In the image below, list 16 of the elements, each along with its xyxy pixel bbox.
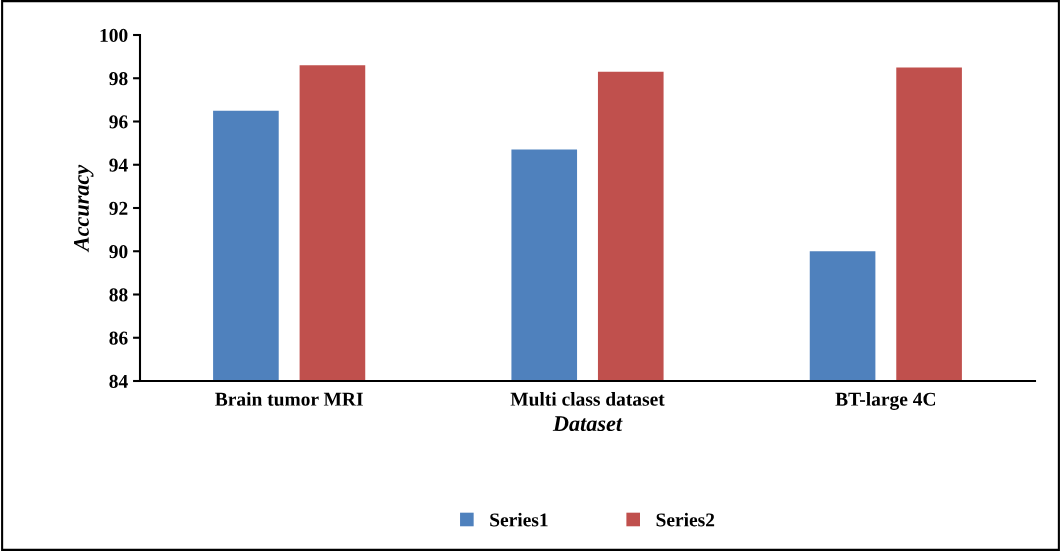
y-tick-label: 100 bbox=[100, 28, 128, 42]
legend-label: Series2 bbox=[656, 512, 715, 527]
x-tick-label: BT-large 4C bbox=[835, 392, 936, 410]
y-tick-label: 96 bbox=[109, 115, 128, 129]
x-tick-label: Brain tumor MRI bbox=[215, 392, 363, 406]
legend-label: Series1 bbox=[490, 512, 548, 527]
x-tick-label: Multi class dataset bbox=[510, 392, 665, 406]
y-tick-label: 92 bbox=[109, 201, 128, 215]
y-axis-title: Accuracy bbox=[74, 164, 94, 253]
y-tick-label: 84 bbox=[109, 374, 128, 388]
y-tick-label: 94 bbox=[109, 158, 128, 172]
y-tick-label: 88 bbox=[109, 288, 128, 302]
y-tick-label: 86 bbox=[109, 331, 128, 345]
x-axis-title: Dataset bbox=[552, 416, 623, 432]
y-tick-label: 98 bbox=[109, 72, 128, 86]
y-tick-label: 90 bbox=[109, 245, 128, 259]
